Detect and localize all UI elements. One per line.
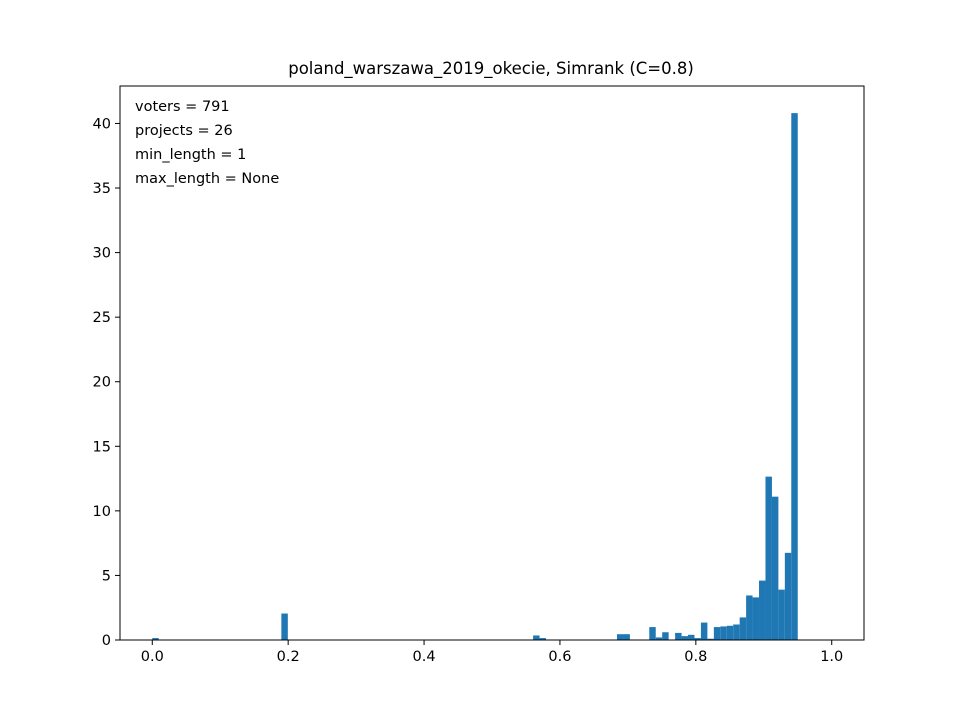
y-tick-label: 15 <box>93 439 111 455</box>
histogram-bar-22 <box>759 580 766 640</box>
histogram-bar-13 <box>700 622 708 640</box>
y-tick-label: 0 <box>102 633 111 649</box>
histogram-bar-27 <box>791 113 798 641</box>
histogram-bar-8 <box>662 632 669 640</box>
histogram-bar-25 <box>778 589 785 640</box>
y-tick-label: 25 <box>93 310 111 326</box>
annotation-max-length: max_length = None <box>135 171 279 187</box>
x-axis: 0.0 0.2 0.4 0.6 0.8 1.0 <box>141 640 843 665</box>
histogram-bar-15 <box>713 627 721 640</box>
histogram-bar-14 <box>707 638 714 640</box>
histogram-bar-2 <box>533 635 540 640</box>
chart-title: poland_warszawa_2019_okecie, Simrank (C=… <box>288 59 694 79</box>
x-tick-label: 0.4 <box>413 649 436 665</box>
y-tick-label: 35 <box>93 181 111 197</box>
histogram-bar-9 <box>675 632 682 640</box>
histogram-bar-21 <box>752 597 760 640</box>
plot-area-background <box>120 86 864 640</box>
histogram-bar-6 <box>649 627 656 640</box>
histogram-bar-24 <box>771 496 779 640</box>
plot-area-frame <box>119 85 865 641</box>
histogram-bar-12 <box>694 638 701 640</box>
histogram-bar-3 <box>539 638 547 640</box>
histogram-bar-4 <box>617 634 624 640</box>
histogram-bar-11 <box>688 634 695 640</box>
x-tick-label: 0.8 <box>684 649 707 665</box>
annotation-voters: voters = 791 <box>135 99 230 115</box>
histogram-bar-7 <box>655 637 663 640</box>
x-tick-label: 0.2 <box>277 649 300 665</box>
histogram-bar-20 <box>746 595 753 640</box>
histogram-bar-17 <box>726 625 734 640</box>
x-tick-label: 0.6 <box>548 649 571 665</box>
histogram-bar-0 <box>152 638 159 640</box>
x-tick-label: 1.0 <box>820 649 843 665</box>
histogram-bar-23 <box>765 476 772 640</box>
x-tick-label: 0.0 <box>141 649 164 665</box>
annotation-min-length: min_length = 1 <box>135 147 246 163</box>
y-tick-label: 20 <box>93 375 111 391</box>
histogram-bar-5 <box>623 634 630 640</box>
y-tick-label: 10 <box>93 504 111 520</box>
annotation-projects: projects = 26 <box>135 123 233 139</box>
y-tick-label: 5 <box>102 568 111 584</box>
histogram-bar-18 <box>733 624 740 640</box>
histogram-bar-16 <box>720 626 727 640</box>
histogram-bar-1 <box>281 613 288 640</box>
y-axis: 0 5 10 15 20 25 30 35 40 <box>93 116 120 649</box>
histogram-bar-10 <box>681 636 689 640</box>
histogram-bar-26 <box>784 552 792 640</box>
stats-annotation: voters = 791 projects = 26 min_length = … <box>135 99 279 187</box>
y-tick-label: 30 <box>93 246 111 262</box>
histogram-bars <box>152 113 798 641</box>
histogram-bar-19 <box>739 617 747 640</box>
y-tick-label: 40 <box>93 116 111 132</box>
